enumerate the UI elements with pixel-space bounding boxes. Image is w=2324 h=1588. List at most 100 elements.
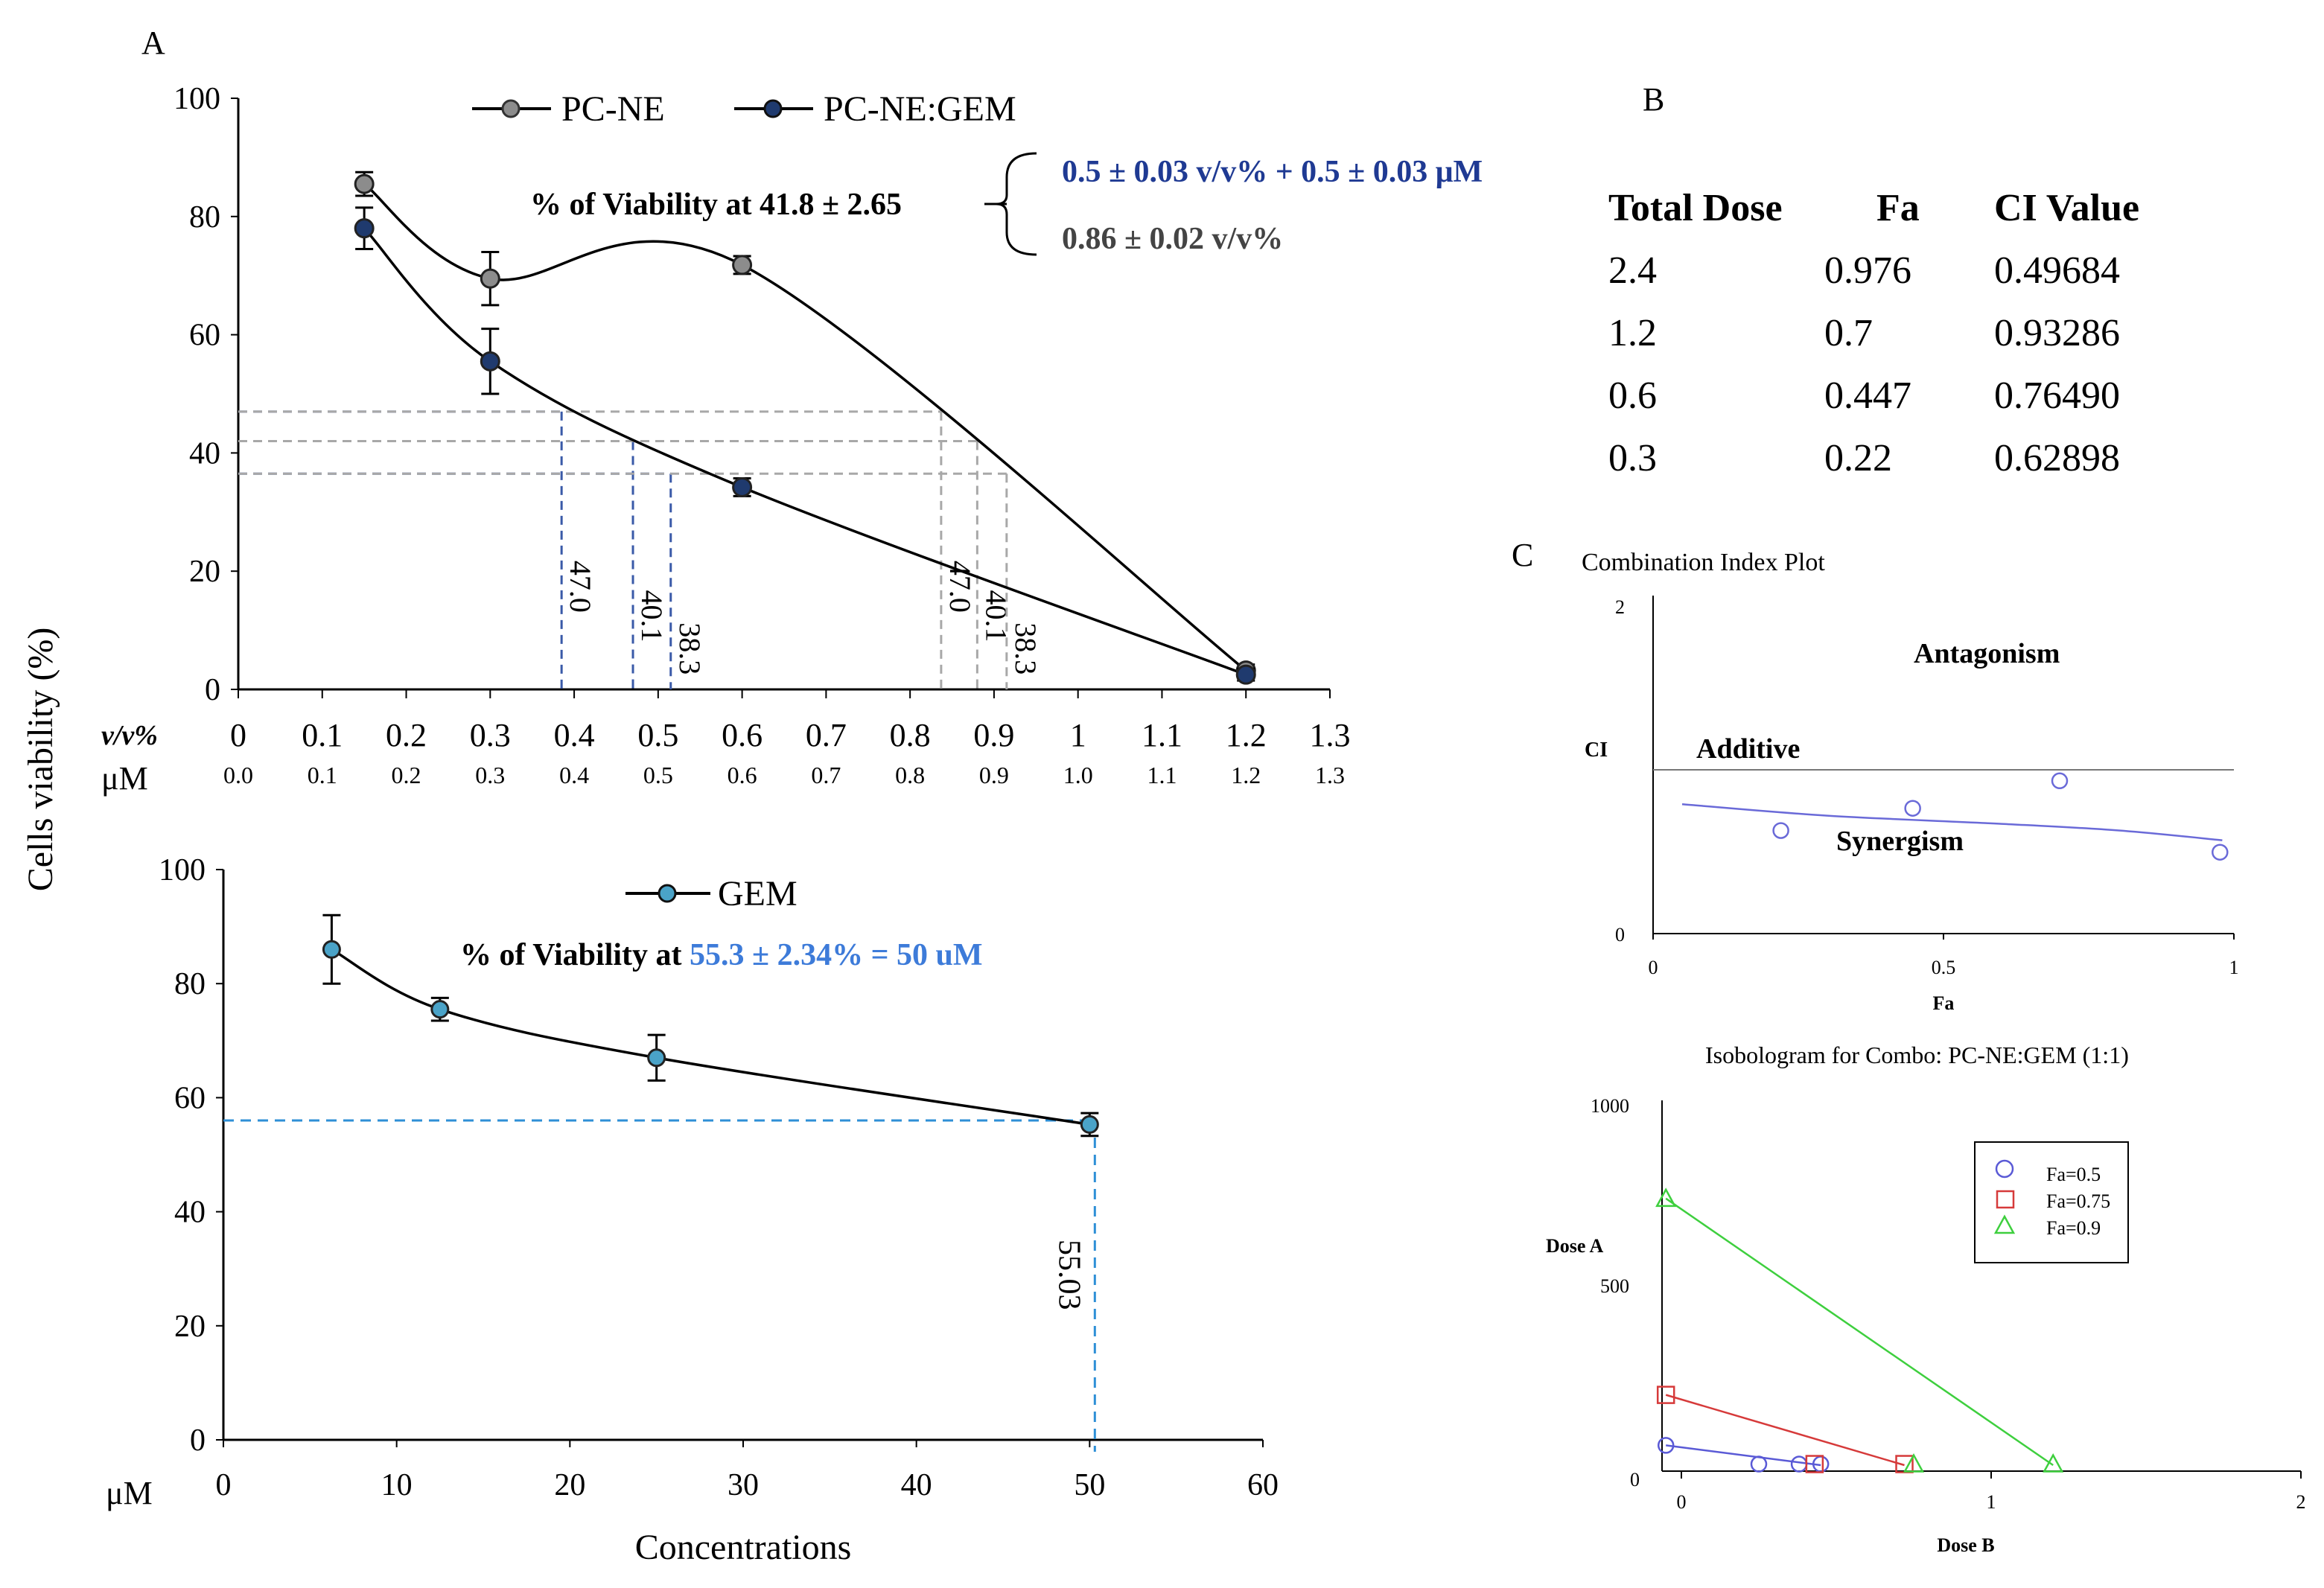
panel-a-top-chart: 0 20 40 60 80 100 0 0.0 0.1 0.1 0.2 0.2 0.3 0.3 0.4 0.… — [101, 82, 1483, 797]
iso-x-tick-label: 2 — [2296, 1491, 2306, 1513]
iso-legend-label-075: Fa=0.75 — [2046, 1190, 2110, 1212]
a1-x-tick-label-vv: 0.2 — [386, 717, 427, 753]
a1-x-axis-name-vv: v/v% — [101, 720, 158, 751]
iso-legend-marker-075 — [1996, 1190, 2015, 1209]
table-cell: 0.447 — [1824, 374, 1911, 417]
a2-x-axis-label: Concentrations — [635, 1528, 852, 1567]
ci-region-synergism: Synergism — [1836, 826, 1964, 857]
table-header-fa: Fa — [1876, 187, 1920, 229]
iso-legend-marker-09 — [1993, 1214, 2016, 1234]
a1-x-tick-label-vv: 0.6 — [722, 717, 763, 753]
a1-x-tick-label-um: 1.0 — [1063, 762, 1093, 788]
a1-y-tick-label: 20 — [189, 555, 220, 589]
iso-legend-marker-05 — [1995, 1159, 2014, 1179]
ci-fit-curve — [1681, 803, 2223, 841]
a2-x-tick-label: 10 — [381, 1468, 413, 1502]
a1-x-tick-label-um: 1.2 — [1231, 762, 1261, 788]
ci-plot: Combination Index Plot CI Fa 0 0.5 1 0 2 Ant… — [1582, 549, 2239, 1014]
a1-x-tick-label-vv: 0.9 — [973, 717, 1014, 753]
a1-x-tick-label-vv: 0.3 — [470, 717, 511, 753]
a1-x-tick-label-vv: 0.8 — [890, 717, 931, 753]
a1-x-tick-label-vv: 1.2 — [1226, 717, 1267, 753]
a1-x-tick-label-um: 1.1 — [1147, 762, 1177, 788]
a1-x-tick-label-vv: 1.3 — [1310, 717, 1351, 753]
table-cell: 0.976 — [1824, 249, 1911, 292]
a2-gem-point — [1080, 1115, 1099, 1134]
a1-y-tick-label: 0 — [205, 673, 220, 707]
iso-fa09-point — [2043, 1453, 2064, 1473]
a1-y-tick-label: 80 — [189, 200, 220, 235]
a1-x-tick-label-um: 0.1 — [308, 762, 337, 788]
a1-pcne-point — [480, 268, 500, 289]
table-cell: 0.76490 — [1994, 374, 2120, 417]
a2-y-tick-label: 60 — [174, 1081, 206, 1115]
a2-x-axis-name: μM — [106, 1475, 153, 1511]
legend-pcne-marker — [501, 99, 520, 118]
a2-y-tick-label: 80 — [174, 967, 206, 1001]
legend-combo-marker — [763, 99, 783, 118]
table-header-total-dose: Total Dose — [1608, 187, 1783, 229]
a1-pcne-mark-label: 40.1 — [979, 590, 1013, 642]
a1-x-tick-label-vv: 0 — [230, 717, 246, 753]
a2-mark-label: 55.03 — [1051, 1240, 1086, 1310]
table-cell: 2.4 — [1608, 249, 1657, 292]
a2-gem-point — [647, 1048, 666, 1068]
a1-x-tick-label-um: 0.0 — [223, 762, 253, 788]
iso-fa075-point — [1656, 1385, 1675, 1404]
a2-y-tick-label: 20 — [174, 1310, 206, 1344]
a1-combo-point — [480, 351, 500, 372]
panel-label-c: C — [1512, 537, 1533, 573]
table-cell: 0.93286 — [1994, 312, 2120, 354]
ci-y-tick-label: 2 — [1615, 596, 1625, 618]
iso-fa05-line — [1666, 1444, 1821, 1467]
iso-y-tick-label: 1000 — [1591, 1095, 1629, 1117]
a1-pcne-mark-label: 47.0 — [943, 561, 977, 613]
a2-annotation: % of Viability at 55.3 ± 2.34% = 50 uM — [460, 938, 983, 972]
ci-point — [2212, 844, 2229, 861]
ci-x-tick-label: 1 — [2229, 957, 2239, 978]
iso-fa075-point — [1805, 1455, 1824, 1473]
a2-x-tick-label: 30 — [728, 1468, 759, 1502]
a1-annotation-line1: 0.5 ± 0.03 v/v% + 0.5 ± 0.03 μM — [1062, 155, 1483, 189]
ci-x-axis-label: Fa — [1933, 992, 1955, 1014]
ci-region-antagonism: Antagonism — [1914, 638, 2060, 669]
ci-point — [2051, 772, 2069, 790]
a1-x-tick-label-um: 0.2 — [392, 762, 421, 788]
a1-combo-point — [1235, 664, 1256, 685]
a2-x-tick-label: 60 — [1247, 1468, 1279, 1502]
iso-fa05-point — [1750, 1455, 1768, 1473]
a1-annotation-brace — [984, 152, 1037, 256]
a2-x-tick-label: 20 — [554, 1468, 585, 1502]
a1-pcne-point — [732, 255, 753, 275]
legend-combo-label: PC-NE:GEM — [824, 89, 1016, 129]
legend-pcne-label: PC-NE — [561, 89, 665, 129]
ci-y-axis-label: CI — [1585, 739, 1608, 762]
a1-x-tick-label-vv: 1 — [1070, 717, 1086, 753]
ci-y-tick-label: 0 — [1615, 924, 1625, 946]
iso-fa05-point — [1657, 1437, 1675, 1454]
a1-x-tick-label-vv: 0.1 — [302, 717, 343, 753]
ci-plot-title: Combination Index Plot — [1582, 549, 1825, 576]
a1-combo-point — [354, 218, 375, 239]
table-cell: 0.22 — [1824, 437, 1892, 479]
iso-x-tick-label: 1 — [1987, 1491, 1996, 1513]
a1-x-tick-label-vv: 0.5 — [637, 717, 678, 753]
a1-combo-mark-label: 38.3 — [673, 622, 707, 675]
iso-fa075-line — [1665, 1394, 1905, 1467]
a2-gem-point — [322, 940, 341, 959]
a1-combo-mark-label: 40.1 — [635, 590, 669, 642]
iso-y-axis-label: Dose A — [1546, 1235, 1604, 1257]
a2-y-tick-label: 40 — [174, 1196, 206, 1230]
iso-legend-label-09: Fa=0.9 — [2046, 1217, 2101, 1239]
a1-x-axis-name-um: μM — [101, 760, 148, 797]
iso-y-tick-label: 500 — [1600, 1275, 1629, 1297]
table-cell: 0.62898 — [1994, 437, 2120, 479]
y-axis-label: Cells viability (%) — [21, 628, 60, 892]
a1-pcne-curve — [363, 182, 1247, 672]
a2-x-tick-label: 50 — [1074, 1468, 1105, 1502]
iso-fa09-line — [1665, 1197, 2054, 1467]
a1-y-tick-label: 100 — [173, 82, 220, 116]
iso-x-tick-label: 0 — [1677, 1491, 1687, 1513]
isobologram: Isobologram for Combo: PC-NE:GEM (1:1) D… — [1546, 1042, 2306, 1556]
a1-x-tick-label-um: 1.3 — [1315, 762, 1345, 788]
